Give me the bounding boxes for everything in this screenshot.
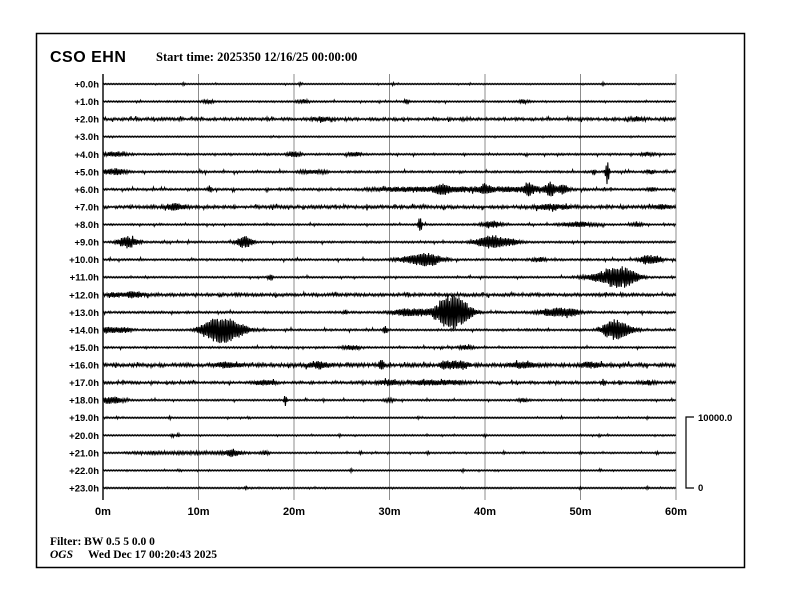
scale-bracket — [685, 416, 694, 489]
trace-row-+7.0h — [102, 202, 677, 212]
minute-label-30m: 30m — [378, 506, 400, 518]
trace-row-+8.0h — [102, 218, 677, 231]
trace-row-+18.0h — [102, 396, 677, 407]
trace-row-+15.0h — [102, 343, 677, 352]
trace-row-+21.0h — [102, 448, 677, 458]
hour-label-+18.0h: +18.0h — [69, 396, 99, 407]
amplitude-scale-bar: 10000.0 0 — [685, 413, 732, 494]
hour-label-+16.0h: +16.0h — [69, 361, 99, 372]
hour-label-+7.0h: +7.0h — [74, 202, 99, 213]
trace-row-+11.0h — [102, 266, 677, 288]
scale-max-label: 10000.0 — [698, 413, 732, 424]
trace-row-+0.0h — [102, 80, 677, 88]
hour-label-+22.0h: +22.0h — [69, 466, 99, 477]
hour-label-+6.0h: +6.0h — [74, 185, 99, 196]
station-title: CSO EHN — [50, 49, 126, 66]
trace-row-+22.0h — [102, 467, 677, 475]
trace-rows — [102, 80, 677, 492]
hour-label-+4.0h: +4.0h — [74, 150, 99, 161]
trace-row-+10.0h — [102, 252, 677, 267]
filter-label: Filter: BW 0.5 5 0.0 0 — [50, 536, 155, 548]
minute-axis-labels: 0m 10m 20m 30m 40m 50m 60m — [95, 506, 687, 518]
minute-label-40m: 40m — [474, 506, 496, 518]
hour-label-+20.0h: +20.0h — [69, 431, 99, 442]
minute-label-50m: 50m — [569, 506, 591, 518]
trace-row-+23.0h — [102, 484, 677, 492]
hour-label-+14.0h: +14.0h — [69, 325, 99, 336]
trace-row-+12.0h — [102, 290, 677, 299]
gridlines — [102, 74, 677, 500]
hour-labels: +0.0h +1.0h +2.0h +3.0h +4.0h +5.0h +6.0h +7.0h… — [69, 80, 99, 495]
hour-label-+9.0h: +9.0h — [74, 238, 99, 249]
hour-label-+15.0h: +15.0h — [69, 343, 99, 354]
hour-label-+17.0h: +17.0h — [69, 378, 99, 389]
generated-timestamp: Wed Dec 17 00:20:43 2025 — [88, 549, 217, 561]
trace-row-+6.0h — [102, 181, 677, 197]
trace-row-+17.0h — [102, 378, 677, 387]
hour-label-+1.0h: +1.0h — [74, 97, 99, 108]
hour-label-+23.0h: +23.0h — [69, 484, 99, 495]
minute-label-10m: 10m — [187, 506, 209, 518]
scale-min-label: 0 — [698, 483, 703, 494]
start-time-label: Start time: 2025350 12/16/25 00:00:00 — [156, 50, 357, 64]
minute-label-0m: 0m — [95, 506, 111, 518]
trace-row-+13.0h — [102, 293, 677, 330]
trace-row-+2.0h — [102, 115, 677, 124]
hour-label-+19.0h: +19.0h — [69, 413, 99, 424]
agency-label: OGS — [50, 549, 73, 561]
trace-row-+14.0h — [102, 318, 677, 344]
minute-label-20m: 20m — [283, 506, 305, 518]
trace-row-+19.0h — [102, 414, 677, 422]
hour-label-+10.0h: +10.0h — [69, 255, 99, 266]
hour-label-+12.0h: +12.0h — [69, 290, 99, 301]
hour-label-+11.0h: +11.0h — [70, 273, 100, 284]
trace-row-+4.0h — [102, 150, 677, 159]
trace-row-+20.0h — [102, 431, 677, 440]
hour-label-+8.0h: +8.0h — [74, 220, 99, 231]
minute-label-60m: 60m — [665, 506, 687, 518]
trace-row-+16.0h — [102, 359, 677, 370]
page-border — [35, 32, 746, 569]
hour-label-+2.0h: +2.0h — [74, 115, 99, 126]
hour-label-+0.0h: +0.0h — [74, 80, 99, 91]
hour-label-+5.0h: +5.0h — [74, 167, 99, 178]
trace-row-+5.0h — [102, 162, 677, 185]
hour-label-+21.0h: +21.0h — [69, 448, 99, 459]
hour-label-+3.0h: +3.0h — [74, 132, 99, 143]
trace-row-+9.0h — [102, 235, 677, 249]
trace-row-+3.0h — [102, 134, 677, 139]
hour-label-+13.0h: +13.0h — [69, 308, 99, 319]
trace-row-+1.0h — [102, 97, 677, 106]
